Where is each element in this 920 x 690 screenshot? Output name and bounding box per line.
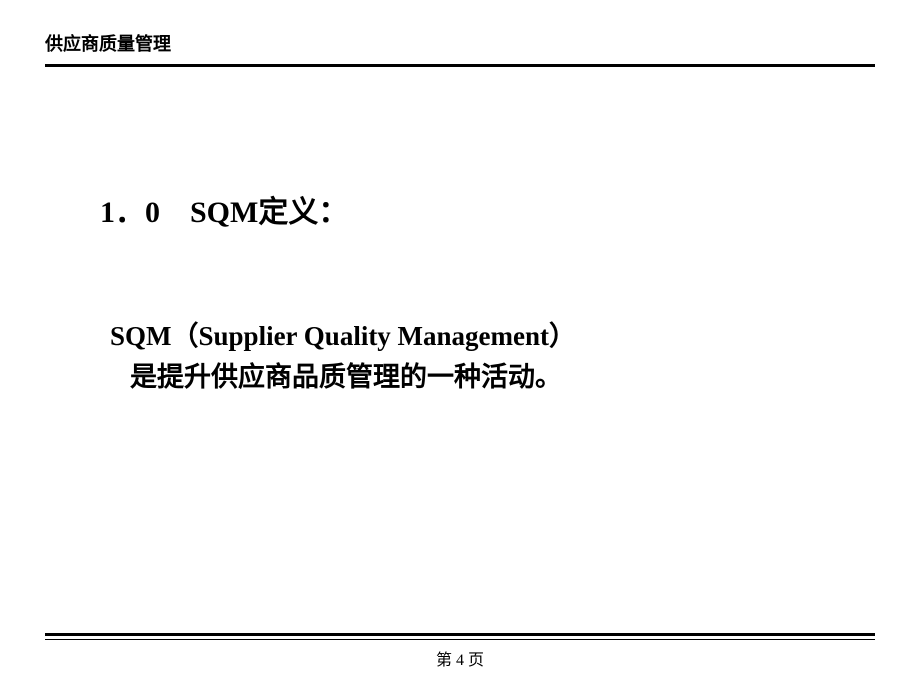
body-text-line1: SQM（Supplier Quality Management） — [100, 316, 820, 357]
page-footer: 第 4 页 — [45, 633, 875, 670]
section-heading: 1．0 SQM定义： — [100, 187, 820, 231]
page-number: 第 4 页 — [45, 646, 875, 670]
footer-divider-thin — [45, 639, 875, 640]
page-container: 供应商质量管理 1．0 SQM定义： SQM（Supplier Quality … — [0, 0, 920, 690]
header-title: 供应商质量管理 — [45, 30, 875, 56]
content-area: 1．0 SQM定义： SQM（Supplier Quality Manageme… — [45, 67, 875, 670]
footer-divider-thick — [45, 633, 875, 636]
page-header: 供应商质量管理 — [45, 30, 875, 67]
body-text-line2: 是提升供应商品质管理的一种活动。 — [100, 357, 820, 398]
